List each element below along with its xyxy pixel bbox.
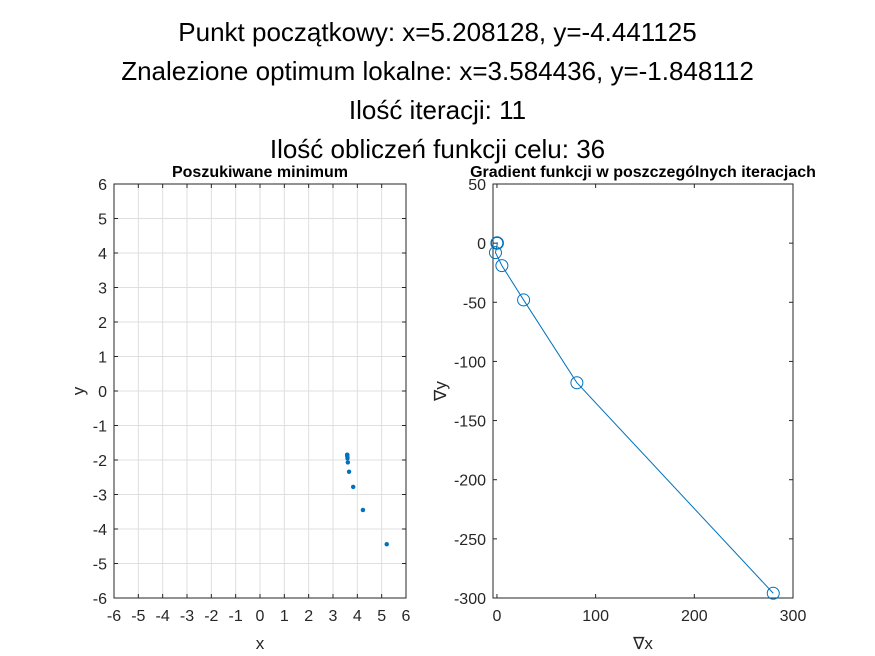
left-axes: -6 -5 -4 -3 -2 -1 0 1 2 3 4 5 6-6-5-4-3-2-10123456Po…: [69, 164, 411, 653]
x-tick-label: 3: [329, 608, 338, 625]
y-tick-label: -6: [93, 591, 107, 608]
figure-title-line-4: Ilość obliczeń funkcji celu: 36: [269, 134, 606, 164]
x-tick-label: 300: [780, 608, 807, 625]
x-axis-label: ∇x: [632, 634, 653, 653]
data-point-marker: [570, 376, 584, 390]
y-tick-label: -300: [454, 591, 486, 608]
y-tick-label: 4: [98, 246, 107, 263]
data-point-marker: [488, 246, 502, 260]
x-tick-label: -2: [204, 608, 218, 625]
y-tick-label: -4: [93, 522, 107, 539]
x-tick-label: -5: [131, 608, 145, 625]
data-point: [350, 484, 356, 490]
y-tick-label: -5: [93, 557, 107, 574]
y-tick-label: 5: [98, 212, 107, 229]
y-tick-label: 6: [98, 177, 107, 194]
y-tick-label: 2: [98, 315, 107, 332]
data-point-marker: [766, 586, 780, 600]
axes-title: Poszukiwane minimum: [172, 164, 348, 181]
x-tick-label: 2: [304, 608, 313, 625]
x-tick-label: -6: [107, 608, 121, 625]
y-tick-label: 3: [98, 281, 107, 298]
x-tick-label: 4: [353, 608, 362, 625]
data-point: [384, 541, 389, 547]
x-tick-label: -1: [229, 608, 243, 625]
data-point: [346, 469, 352, 474]
y-tick-label: 1: [98, 350, 107, 367]
y-tick-label: -200: [454, 473, 486, 490]
x-tick-label: 100: [582, 608, 609, 625]
data-point: [360, 507, 366, 513]
data-point: [344, 452, 350, 458]
y-tick-label: -2: [93, 453, 107, 470]
x-tick-label: 1: [280, 608, 289, 625]
x-tick-label: 0: [492, 608, 501, 625]
axes-title: Gradient funkcji w poszczególnych iterac…: [470, 164, 816, 181]
y-tick-label: -3: [93, 488, 107, 505]
x-tick-label: 200: [681, 608, 708, 625]
y-axis-label: y: [69, 386, 88, 395]
y-tick-label: 0: [477, 236, 486, 253]
y-tick-label: -50: [463, 295, 486, 312]
figure-title-line-3: Ilość iteracji: 11: [348, 95, 527, 125]
y-tick-label: -100: [454, 354, 486, 371]
series-line: [494, 241, 774, 594]
y-axis-label: ∇y: [431, 381, 450, 402]
y-tick-label: -1: [93, 419, 107, 436]
data-point-marker: [490, 236, 504, 250]
figure-title-line-2: Znalezione optimum lokalne: x=3.584436, …: [121, 56, 754, 86]
x-tick-label: 6: [402, 608, 411, 625]
figure-title-line-1: Punkt początkowy: x=5.208128, y=-4.44112…: [178, 17, 697, 47]
axes-box: [492, 183, 794, 599]
y-tick-label: 50: [468, 177, 486, 194]
x-tick-label: 0: [256, 608, 265, 625]
x-tick-label: -4: [156, 608, 170, 625]
y-tick-label: 0: [98, 384, 107, 401]
y-tick-label: -250: [454, 532, 486, 549]
x-tick-label: -3: [180, 608, 194, 625]
data-point-marker: [517, 293, 531, 307]
x-axis-label: x: [256, 634, 265, 653]
data-point-marker: [495, 259, 509, 273]
data-point: [345, 460, 351, 465]
y-tick-label: -150: [454, 414, 486, 431]
x-tick-label: 5: [377, 608, 386, 625]
right-axes: 0 100 200 300 -300 -250 -200 -150 -100 -50 0 50Grad…: [431, 164, 816, 653]
